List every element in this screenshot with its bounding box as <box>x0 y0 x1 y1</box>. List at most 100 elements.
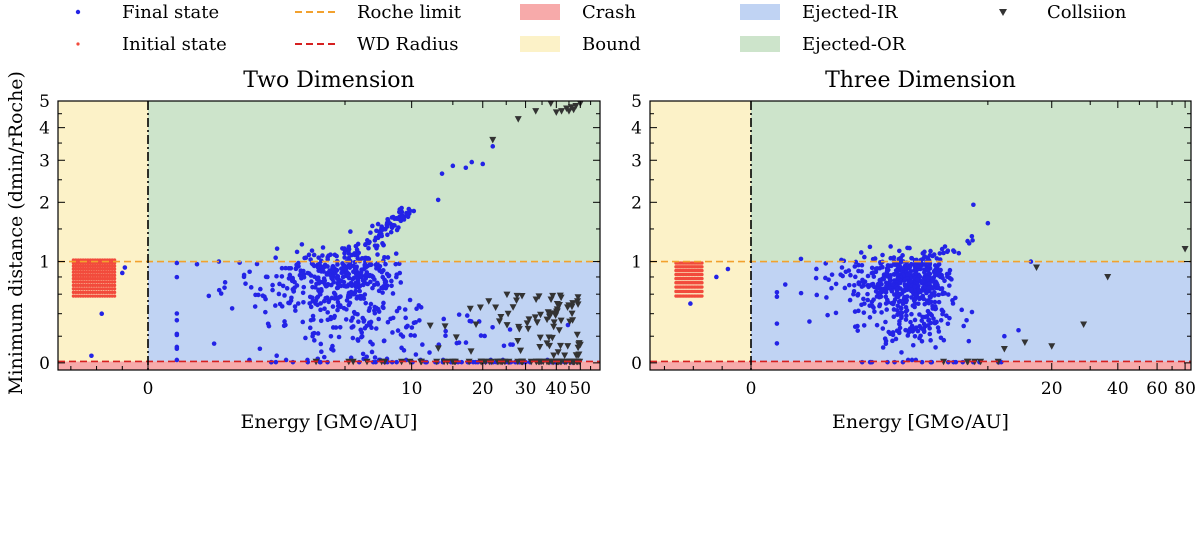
final-point <box>930 303 935 309</box>
initial-point <box>95 276 100 281</box>
collision-point <box>1021 339 1029 346</box>
final-point <box>336 282 342 287</box>
y-tick-label: 0 <box>631 354 642 374</box>
final-point <box>922 270 927 275</box>
collision-point <box>566 318 574 326</box>
final-point <box>928 248 933 254</box>
final-point <box>1016 327 1021 333</box>
legend: Final state Initial state Roche limit WD Ra… <box>75 2 1127 55</box>
final-point <box>380 290 385 295</box>
final-point <box>326 299 331 305</box>
final-point <box>947 283 952 288</box>
initial-point <box>103 270 107 274</box>
final-point <box>398 280 404 285</box>
final-point <box>469 159 475 165</box>
collision-point <box>525 316 533 323</box>
collision-point <box>550 323 558 331</box>
collision-point <box>543 340 551 347</box>
initial-point <box>76 290 80 295</box>
collision-point <box>556 342 564 350</box>
collision-point <box>549 292 557 300</box>
final-point <box>315 276 321 282</box>
final-point <box>372 277 377 282</box>
final-point <box>480 161 486 167</box>
initial-states <box>71 258 117 298</box>
y-tick-label: 1 <box>39 253 50 273</box>
final-point <box>332 252 338 258</box>
final-point <box>852 264 858 269</box>
final-point <box>774 321 780 326</box>
initial-point <box>74 283 78 288</box>
initial-point <box>103 276 107 281</box>
final-point <box>263 296 268 302</box>
collision-point <box>509 304 517 311</box>
final-point <box>869 265 875 271</box>
initial-point <box>105 294 110 298</box>
collision-point <box>558 108 566 115</box>
initial-point <box>100 276 105 281</box>
final-point <box>926 281 932 286</box>
initial-point <box>81 283 85 288</box>
final-point <box>390 214 396 220</box>
final-point <box>858 250 864 255</box>
x-tick-label: 10 <box>401 379 423 399</box>
initial-point <box>93 267 97 271</box>
final-point <box>959 307 965 313</box>
final-point <box>265 321 271 327</box>
collision-point <box>523 320 531 327</box>
final-point <box>966 338 972 344</box>
final-point <box>402 307 408 312</box>
collision-point <box>532 296 540 303</box>
initial-point <box>78 264 83 268</box>
final-point <box>865 273 871 279</box>
final-point <box>365 281 370 287</box>
final-point <box>914 277 920 282</box>
initial-point <box>81 267 85 271</box>
final-point <box>883 301 889 306</box>
final-point <box>385 232 390 238</box>
final-point <box>322 278 328 284</box>
final-point <box>464 313 470 318</box>
final-point <box>919 318 925 323</box>
collision-point <box>514 337 522 345</box>
collision-point <box>557 294 565 302</box>
final-point <box>307 325 313 331</box>
final-point <box>279 304 285 309</box>
initial-point <box>110 287 114 291</box>
final-point <box>463 340 469 345</box>
final-point <box>482 333 487 339</box>
final-point <box>895 312 900 317</box>
final-point <box>951 248 956 253</box>
initial-point <box>98 290 102 295</box>
initial-point <box>93 283 97 288</box>
final-point <box>352 311 358 316</box>
final-point <box>883 294 889 300</box>
final-point <box>940 311 945 317</box>
final-point <box>372 355 378 360</box>
final-point <box>947 267 953 273</box>
final-point <box>917 312 922 317</box>
initial-point <box>112 280 117 284</box>
final-point <box>411 208 417 214</box>
final-point <box>218 291 224 296</box>
final-point <box>316 255 321 260</box>
initial-point <box>700 294 704 298</box>
initial-point <box>103 280 107 284</box>
final-point <box>860 279 865 284</box>
initial-point <box>112 273 117 278</box>
final-point <box>879 310 884 315</box>
final-point <box>295 301 301 306</box>
final-point <box>359 330 365 335</box>
initial-point <box>76 258 80 262</box>
final-point <box>403 315 408 321</box>
final-point <box>878 278 883 284</box>
initial-point <box>112 294 117 298</box>
initial-point <box>74 264 78 268</box>
final-point <box>301 284 307 290</box>
collision-point <box>568 310 576 318</box>
final-point <box>932 306 938 312</box>
final-point <box>396 216 402 222</box>
initial-point <box>700 265 704 269</box>
initial-point <box>91 283 95 288</box>
